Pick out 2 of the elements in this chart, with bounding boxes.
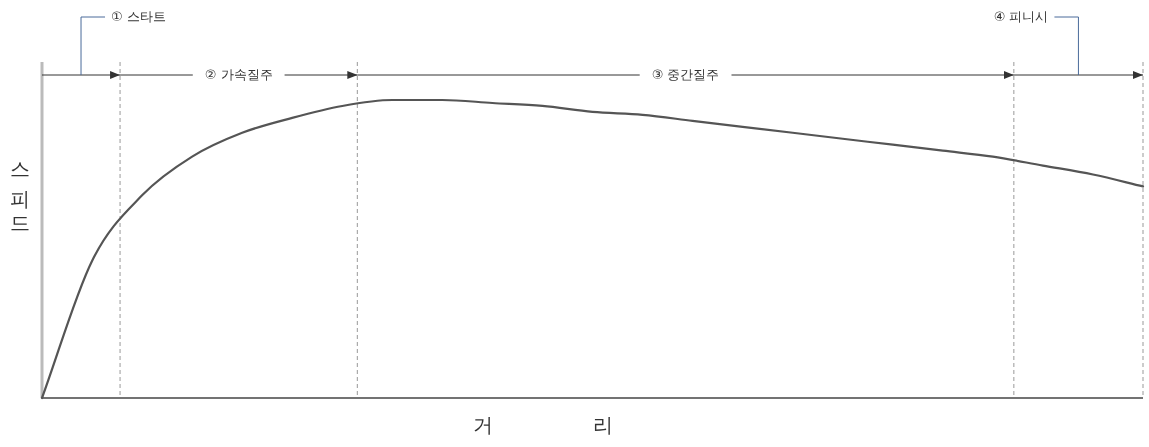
ylabel: 스피드 [8,148,32,232]
xlabel: 거리 [472,413,713,437]
